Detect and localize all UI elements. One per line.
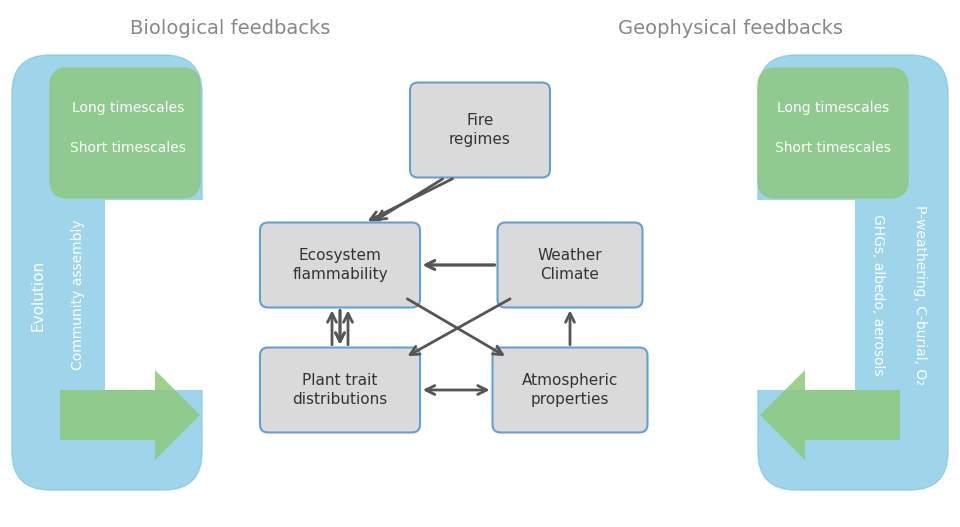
Text: Short timescales: Short timescales bbox=[70, 141, 186, 155]
FancyBboxPatch shape bbox=[497, 222, 642, 307]
Text: P-weathering, C-burial, O₂: P-weathering, C-burial, O₂ bbox=[913, 205, 927, 385]
Text: Fire
regimes: Fire regimes bbox=[449, 113, 511, 148]
FancyBboxPatch shape bbox=[50, 68, 200, 198]
FancyBboxPatch shape bbox=[758, 55, 948, 490]
FancyBboxPatch shape bbox=[410, 83, 550, 178]
Text: Short timescales: Short timescales bbox=[775, 141, 891, 155]
Text: Biological feedbacks: Biological feedbacks bbox=[130, 18, 330, 37]
FancyBboxPatch shape bbox=[12, 55, 202, 490]
Text: Community assembly: Community assembly bbox=[71, 220, 85, 370]
Text: Ecosystem
flammability: Ecosystem flammability bbox=[292, 248, 388, 282]
Polygon shape bbox=[60, 370, 200, 460]
Polygon shape bbox=[760, 370, 900, 460]
Text: Plant trait
distributions: Plant trait distributions bbox=[293, 373, 388, 407]
FancyBboxPatch shape bbox=[758, 68, 908, 198]
FancyBboxPatch shape bbox=[260, 222, 420, 307]
Polygon shape bbox=[755, 200, 855, 390]
Text: Weather
Climate: Weather Climate bbox=[538, 248, 602, 282]
FancyBboxPatch shape bbox=[492, 347, 647, 433]
Text: Long timescales: Long timescales bbox=[72, 101, 184, 115]
Text: GHGs, albedo, aerosols: GHGs, albedo, aerosols bbox=[871, 214, 885, 376]
Polygon shape bbox=[105, 200, 205, 390]
Text: Geophysical feedbacks: Geophysical feedbacks bbox=[617, 18, 843, 37]
FancyBboxPatch shape bbox=[260, 347, 420, 433]
Text: Atmospheric
properties: Atmospheric properties bbox=[522, 373, 618, 407]
Text: Evolution: Evolution bbox=[31, 259, 45, 330]
Text: Long timescales: Long timescales bbox=[777, 101, 889, 115]
